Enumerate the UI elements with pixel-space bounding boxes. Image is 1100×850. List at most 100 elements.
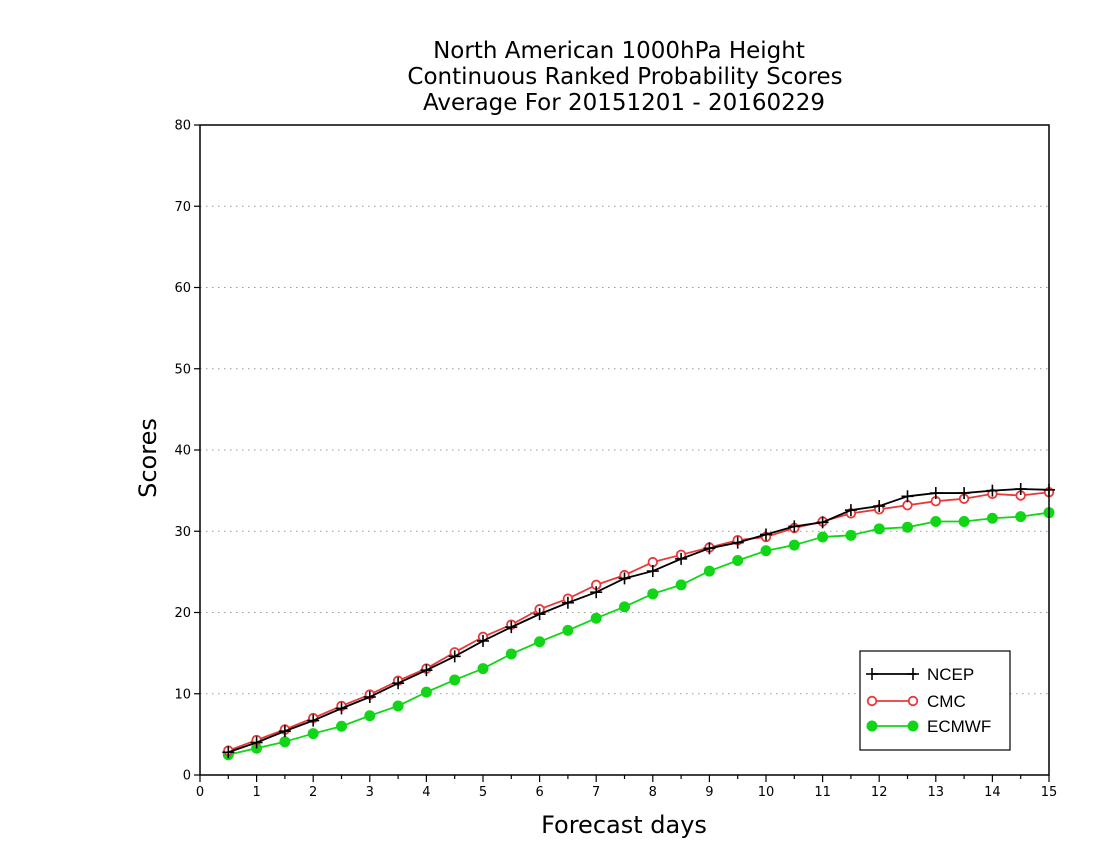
- data-point-ncep: [986, 484, 999, 497]
- y-axis-ticks: 0 10 20 30 40 50 60 70 80: [174, 119, 200, 784]
- y-tick-label: 20: [174, 606, 191, 621]
- legend-item-cmc: CMC: [866, 692, 966, 711]
- x-tick-label: 7: [592, 785, 600, 800]
- data-point-ecmwf: [732, 555, 744, 566]
- data-point-ncep: [420, 664, 433, 677]
- data-point-ncep: [958, 487, 971, 500]
- data-point-ncep: [363, 691, 376, 703]
- data-point-ncep: [222, 746, 235, 759]
- data-point-ecmwf: [420, 686, 432, 698]
- legend-item-ecmwf: ECMWF: [866, 717, 991, 736]
- x-tick-label: 1: [252, 785, 260, 800]
- data-point-ecmwf: [307, 728, 319, 740]
- data-point-ecmwf: [590, 612, 602, 624]
- data-point-ecmwf: [505, 648, 517, 660]
- data-point-ncep: [590, 586, 603, 599]
- legend-label-ncep: NCEP: [927, 665, 974, 684]
- data-point-ecmwf: [449, 674, 461, 686]
- data-point-ncep: [1014, 483, 1027, 495]
- series-layer: [222, 483, 1055, 761]
- chart-title: North American 1000hPa Height Continuous…: [407, 38, 842, 116]
- data-point-ncep: [392, 677, 405, 690]
- y-tick-label: 40: [174, 444, 191, 459]
- chart-title-line-2: Continuous Ranked Probability Scores: [407, 64, 842, 90]
- legend-marker-end-cmc: [907, 695, 919, 707]
- legend-marker-start-ncep: [866, 668, 878, 680]
- data-point-ncep: [873, 500, 886, 513]
- data-point-ncep: [901, 490, 914, 503]
- legend-entries: NCEP CMC ECMWF: [866, 665, 991, 736]
- data-point-ncep: [250, 736, 263, 749]
- data-point-ecmwf: [562, 624, 574, 636]
- y-tick-label: 30: [174, 525, 191, 540]
- x-tick-label: 9: [705, 785, 713, 800]
- data-point-ncep: [760, 528, 772, 541]
- data-point-ncep: [533, 608, 546, 621]
- data-point-ncep: [335, 702, 348, 715]
- data-point-ecmwf: [647, 588, 659, 600]
- legend-label-ecmwf: ECMWF: [927, 717, 991, 736]
- gridlines: [200, 205, 1049, 695]
- x-tick-label: 2: [309, 785, 317, 800]
- x-axis-label: Forecast days: [541, 811, 707, 839]
- y-tick-label: 50: [174, 362, 191, 377]
- y-tick-label: 0: [183, 769, 191, 784]
- x-tick-label: 12: [871, 785, 888, 800]
- legend-marker-start-cmc: [866, 695, 878, 707]
- x-tick-label: 5: [479, 785, 487, 800]
- x-tick-label: 13: [928, 785, 945, 800]
- series-ecmwf: [222, 507, 1055, 761]
- x-tick-label: 6: [535, 785, 543, 800]
- data-point-ecmwf: [986, 512, 998, 524]
- data-point-ncep: [278, 725, 291, 738]
- data-point-ncep: [788, 520, 801, 533]
- data-point-ecmwf: [703, 565, 715, 577]
- data-point-ncep: [844, 504, 857, 517]
- data-point-ncep: [929, 487, 942, 500]
- data-point-ecmwf: [902, 521, 913, 533]
- chart-title-line-1: North American 1000hPa Height: [433, 38, 805, 64]
- y-tick-label: 60: [174, 281, 191, 296]
- data-point-ncep: [703, 542, 716, 555]
- x-tick-label: 0: [196, 785, 204, 800]
- data-point-ncep: [731, 536, 744, 549]
- x-tick-label: 11: [814, 785, 831, 800]
- series-ncep: [222, 483, 1055, 759]
- data-point-ncep: [675, 552, 688, 565]
- data-point-ecmwf: [958, 516, 970, 527]
- data-point-ecmwf: [336, 720, 347, 732]
- data-point-ecmwf: [619, 601, 630, 613]
- data-point-ncep: [505, 621, 518, 634]
- data-point-ncep: [646, 565, 659, 578]
- x-tick-label: 4: [422, 785, 430, 800]
- y-tick-label: 80: [174, 119, 191, 134]
- data-point-ecmwf: [760, 545, 772, 557]
- x-tick-label: 3: [366, 785, 374, 800]
- legend-label-cmc: CMC: [927, 692, 966, 711]
- chart-title-line-3: Average For 20151201 - 20160229: [423, 90, 825, 116]
- data-point-ncep: [816, 516, 829, 529]
- data-point-ecmwf: [392, 700, 404, 712]
- legend-marker-end-ecmwf: [907, 720, 919, 732]
- data-point-ecmwf: [675, 579, 687, 591]
- data-point-ecmwf: [477, 663, 489, 675]
- data-point-ncep: [307, 714, 320, 727]
- data-point-ecmwf: [817, 531, 829, 543]
- data-point-ecmwf: [845, 529, 857, 541]
- legend-item-ncep: NCEP: [866, 665, 974, 684]
- data-point-ncep: [448, 650, 461, 663]
- data-point-ecmwf: [534, 636, 546, 648]
- data-point-ncep: [561, 596, 574, 609]
- y-tick-label: 10: [174, 687, 191, 702]
- legend-marker-end-ncep: [907, 668, 919, 680]
- data-point-ecmwf: [279, 736, 291, 748]
- data-point-ecmwf: [873, 523, 885, 535]
- data-point-ecmwf: [930, 516, 942, 527]
- data-point-ncep: [618, 572, 631, 585]
- x-tick-label: 8: [649, 785, 657, 800]
- data-point-ecmwf: [364, 710, 376, 722]
- x-axis-ticks: 0 1 2 3 4 5 6 7 8 9 10 11 12 13 14 15: [196, 775, 1057, 800]
- data-point-ecmwf: [788, 539, 800, 551]
- data-point-ecmwf: [1015, 511, 1027, 523]
